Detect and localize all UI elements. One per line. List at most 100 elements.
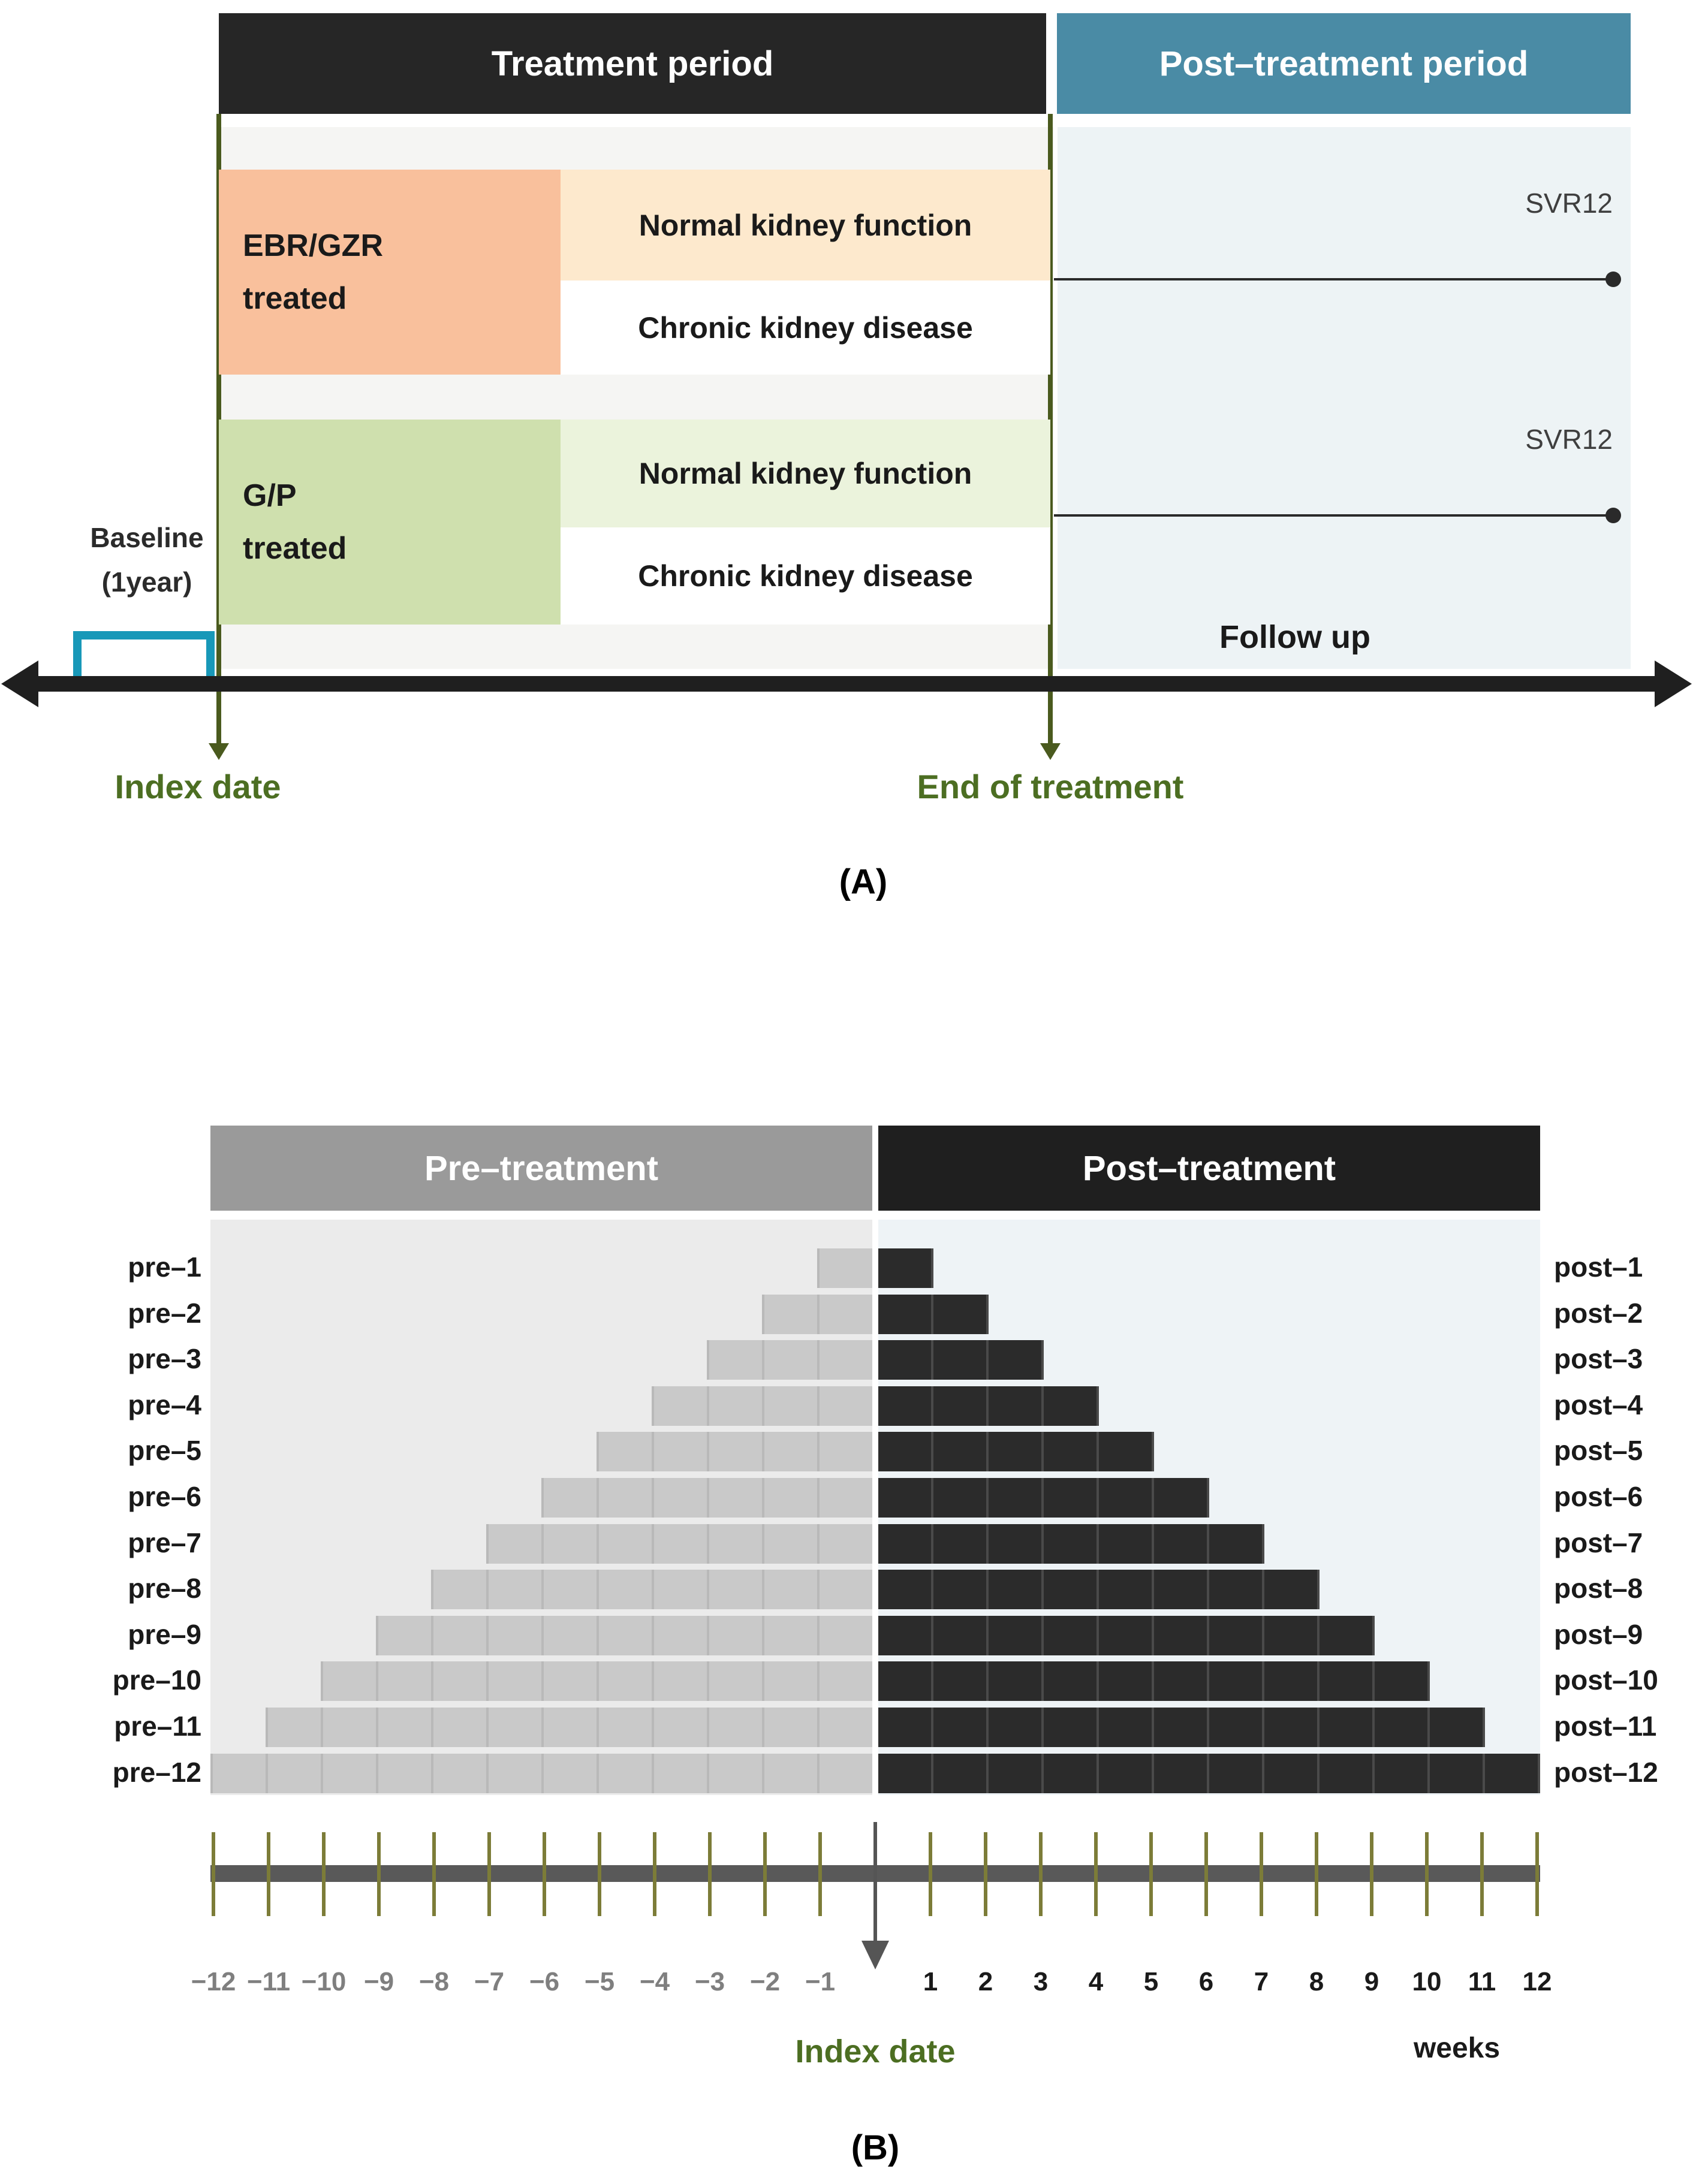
axis-tick-label-3: 3 [1033,1967,1049,1996]
axis-tick-label--11: −11 [246,1967,291,1996]
pre-bar-week-4 [652,1386,872,1426]
axis-tick-label-2: 2 [978,1967,993,1996]
post-row-label: post–3 [1554,1343,1643,1374]
axis-tick--11 [267,1832,270,1916]
pre-row-label: pre–7 [128,1527,201,1558]
post-treatment-header: Post–treatment [878,1126,1540,1211]
axis-tick-label-1: 1 [923,1967,938,1996]
index-date-arrowhead-icon [209,743,229,760]
index-date-label-b: Index date [795,2034,956,2070]
post-row-label: post–1 [1554,1251,1643,1283]
post-treatment-period-background [1058,127,1631,669]
axis-tick-12 [1535,1832,1539,1916]
post-bar-week-3 [878,1340,1044,1380]
pre-row-label: pre–4 [128,1389,201,1420]
index-date-label-a: Index date [115,768,281,806]
axis-tick-label--3: −3 [694,1967,725,1996]
pre-bar-week-2 [762,1295,872,1334]
axis-tick--10 [322,1832,326,1916]
treatment-period-header: Treatment period [219,13,1046,114]
axis-tick-9 [1370,1832,1373,1916]
post-treatment-period-header: Post–treatment period [1057,13,1631,114]
axis-tick--2 [763,1832,767,1916]
group-gp-name-line1: G/P [243,478,297,513]
gp-normal-kidney-row: Normal kidney function [561,420,1050,527]
pre-bar-week-11 [266,1708,872,1747]
axis-tick--5 [598,1832,601,1916]
ebr-ckd-row: Chronic kidney disease [561,280,1050,375]
pre-bar-week-12 [210,1754,872,1793]
pre-bar-week-1 [817,1248,872,1288]
axis-tick-3 [1039,1832,1043,1916]
pre-row-label: pre–9 [128,1619,201,1650]
post-row-label: post–6 [1554,1481,1643,1512]
timeline-right-arrowhead-icon [1655,660,1692,707]
post-row-label: post–11 [1554,1711,1657,1742]
axis-tick-6 [1204,1832,1208,1916]
axis-tick-label-4: 4 [1088,1967,1104,1996]
axis-tick--9 [377,1832,381,1916]
post-row-label: post–12 [1554,1757,1658,1788]
pre-row-label: pre–6 [128,1481,201,1512]
pre-row-label: pre–10 [112,1664,201,1696]
axis-tick--3 [708,1832,712,1916]
pre-bar-week-6 [541,1478,872,1518]
axis-tick-label-9: 9 [1364,1967,1379,1996]
gp-ckd-row: Chronic kidney disease [561,527,1050,625]
post-row-label: post–9 [1554,1619,1643,1650]
axis-tick-label-10: 10 [1412,1967,1442,1996]
axis-tick-10 [1425,1832,1429,1916]
post-bar-week-10 [878,1661,1430,1701]
group-gp-name-line2: treated [243,531,347,566]
pre-row-label: pre–11 [114,1711,201,1742]
axis-tick-label--7: −7 [474,1967,505,1996]
pre-row-label: pre–8 [128,1573,201,1604]
pre-bar-week-10 [321,1661,872,1701]
axis-tick-label--5: −5 [584,1967,615,1996]
post-bar-week-6 [878,1478,1209,1518]
pre-bar-week-5 [597,1432,872,1471]
axis-tick--7 [487,1832,491,1916]
axis-tick-label--4: −4 [639,1967,670,1996]
svr12-label-gp: SVR12 [1525,424,1613,455]
axis-tick--6 [543,1832,546,1916]
pre-bar-week-3 [707,1340,872,1380]
axis-tick-label-11: 11 [1468,1967,1496,1996]
post-row-label: post–2 [1554,1298,1643,1329]
post-bar-week-2 [878,1295,989,1334]
axis-tick--4 [653,1832,656,1916]
weeks-axis-label: weeks [1413,2032,1501,2064]
axis-tick-label--10: −10 [301,1967,347,1996]
panel-a-label: (A) [839,862,888,901]
axis-tick-label-6: 6 [1198,1967,1214,1996]
index-date-arrow-line-b [873,1822,877,1942]
axis-tick-label--12: −12 [191,1967,236,1996]
pre-row-label: pre–1 [128,1251,201,1283]
baseline-bracket-icon [73,631,215,678]
post-bar-week-5 [878,1432,1154,1471]
post-row-label: post–7 [1554,1527,1643,1558]
pre-row-label: pre–2 [128,1298,201,1329]
post-bar-week-4 [878,1386,1099,1426]
axis-tick--1 [818,1832,822,1916]
axis-tick-8 [1315,1832,1318,1916]
end-of-treatment-label: End of treatment [917,768,1184,806]
follow-up-label: Follow up [1219,619,1370,655]
axis-tick--8 [432,1832,436,1916]
pre-bar-week-8 [431,1570,872,1609]
group-ebr-gzr-name-line2: treated [243,281,347,316]
svr12-endpoint-dot-gp [1605,508,1621,523]
axis-tick-label-12: 12 [1522,1967,1552,1996]
svr12-timeline-gp [1054,514,1613,517]
svr12-timeline-ebr [1054,278,1613,280]
pre-bar-week-9 [376,1616,872,1655]
axis-tick-label--1: −1 [805,1967,836,1996]
axis-tick-label-5: 5 [1143,1967,1159,1996]
pre-row-label: pre–3 [128,1343,201,1374]
post-bar-week-11 [878,1708,1485,1747]
axis-tick-1 [929,1832,932,1916]
axis-tick-label--2: −2 [749,1967,781,1996]
axis-tick-5 [1149,1832,1153,1916]
svr12-endpoint-dot-ebr [1605,272,1621,287]
